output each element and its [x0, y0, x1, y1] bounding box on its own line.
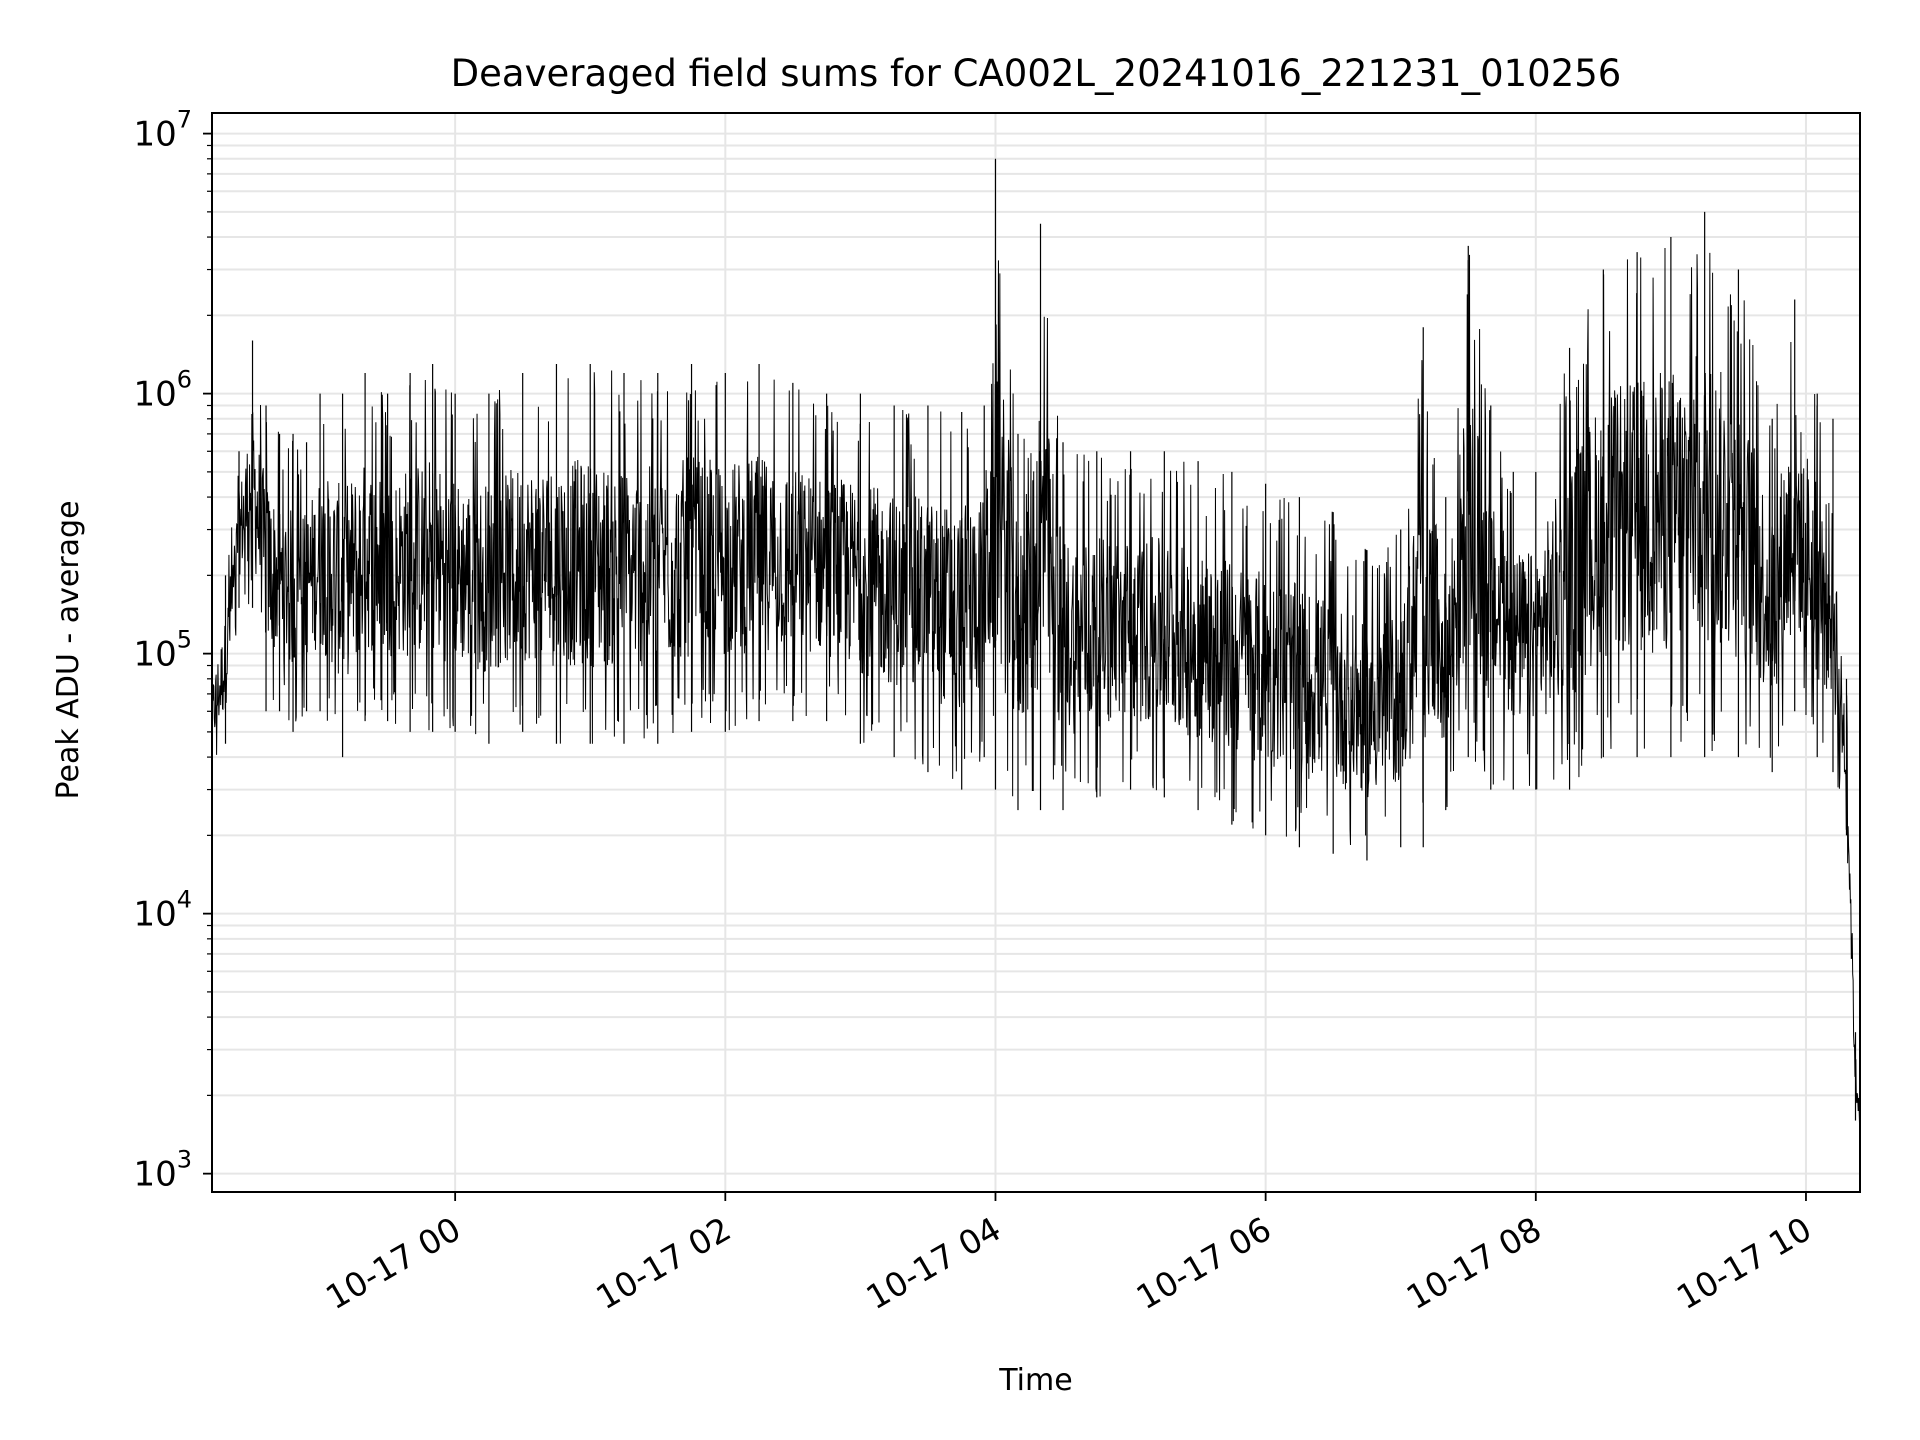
y-tick-exponent: 5 [177, 626, 192, 654]
series-layer [211, 158, 1861, 1145]
y-tick-label: 103 [133, 1146, 192, 1195]
y-tick-exponent: 6 [177, 366, 192, 394]
y-tick-label: 107 [133, 106, 192, 155]
chart-title: Deaveraged field sums for CA002L_2024101… [451, 52, 1622, 95]
y-tick-base: 10 [133, 635, 176, 675]
y-tick-base: 10 [133, 375, 176, 415]
series-line [211, 248, 1861, 1128]
y-tick-base: 10 [133, 1155, 176, 1195]
y-axis-label: Peak ADU - average [51, 500, 86, 799]
y-tick-label: 105 [133, 626, 192, 675]
y-tick-exponent: 3 [177, 1146, 192, 1174]
y-tick-base: 10 [133, 115, 176, 155]
x-axis-label: Time [998, 1363, 1072, 1398]
y-tick-label: 104 [133, 886, 192, 935]
y-tick-base: 10 [133, 895, 176, 935]
y-tick-exponent: 4 [177, 886, 192, 914]
y-tick-exponent: 7 [177, 106, 192, 134]
y-tick-label: 106 [133, 366, 192, 415]
plot-frame [211, 112, 1861, 1193]
